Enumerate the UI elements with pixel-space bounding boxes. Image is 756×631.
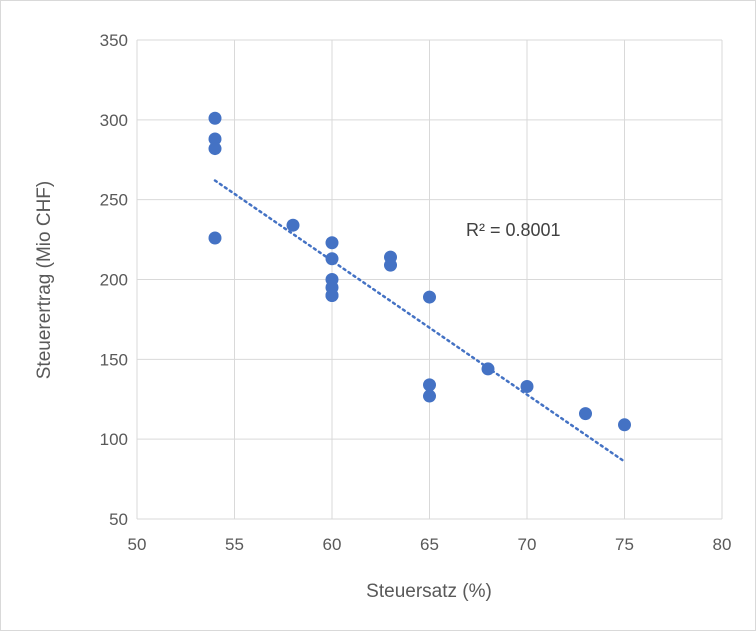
- data-point: [579, 407, 592, 421]
- y-tick-label: 350: [100, 31, 128, 50]
- data-points: [208, 111, 631, 432]
- x-axis-ticks: 50 55 60 65 70 75 80: [128, 535, 732, 554]
- y-tick-label: 100: [100, 430, 128, 449]
- data-point: [481, 362, 495, 376]
- data-point: [325, 236, 339, 250]
- y-axis-ticks: 50 100 150 200 250 300 350: [100, 31, 128, 529]
- x-tick-label: 65: [420, 535, 439, 554]
- data-point: [423, 378, 436, 392]
- data-point: [325, 252, 339, 266]
- y-tick-label: 200: [100, 271, 128, 290]
- x-tick-label: 60: [323, 535, 342, 554]
- data-point: [618, 418, 631, 432]
- data-point: [423, 389, 436, 403]
- data-point: [286, 218, 300, 232]
- x-tick-label: 55: [225, 535, 244, 554]
- y-tick-label: 150: [100, 350, 128, 369]
- r-squared-annotation: R² = 0.8001: [466, 220, 561, 240]
- y-tick-label: 250: [100, 191, 128, 210]
- trendline-layer: [213, 179, 626, 463]
- data-point: [423, 290, 436, 304]
- data-point: [384, 258, 397, 272]
- x-axis-title: Steuersatz (%): [366, 581, 492, 602]
- x-tick-label: 50: [128, 535, 147, 554]
- y-tick-label: 300: [100, 111, 128, 130]
- x-tick-label: 70: [518, 535, 537, 554]
- data-point: [520, 379, 534, 393]
- data-point: [208, 231, 222, 245]
- data-point: [325, 288, 339, 302]
- x-tick-label: 80: [713, 535, 732, 554]
- x-tick-label: 75: [615, 535, 634, 554]
- y-tick-label: 50: [109, 510, 128, 529]
- data-point: [208, 132, 222, 146]
- data-point: [208, 111, 222, 125]
- linear-trendline: [213, 179, 626, 463]
- gridlines: [136, 39, 723, 520]
- y-axis-title: Steuerertrag (Mio CHF): [34, 181, 55, 380]
- data-point: [208, 142, 222, 156]
